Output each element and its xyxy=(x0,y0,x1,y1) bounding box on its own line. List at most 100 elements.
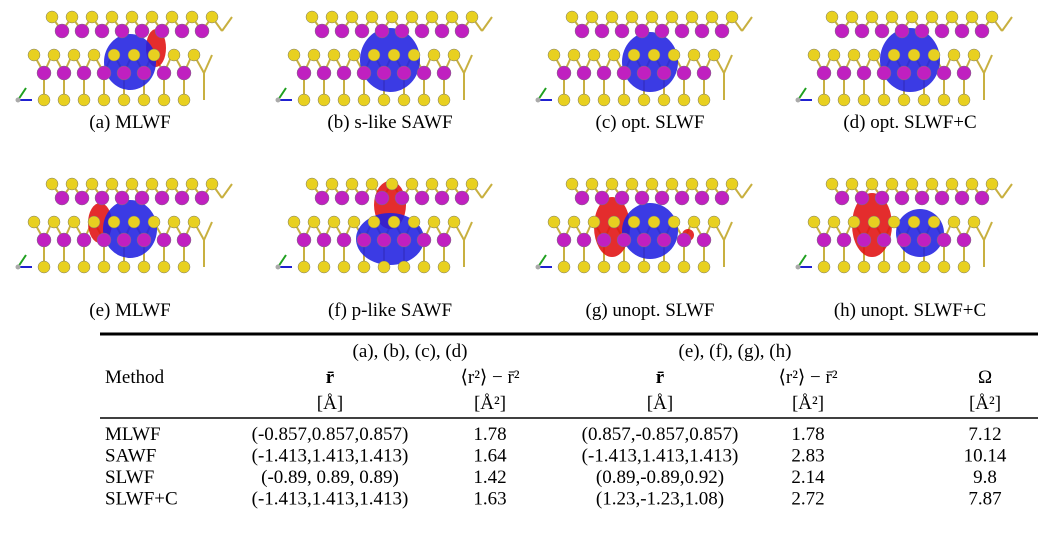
bond xyxy=(203,221,213,241)
atom xyxy=(434,23,450,39)
atom xyxy=(916,65,932,81)
atom xyxy=(45,177,59,191)
atom xyxy=(447,215,461,229)
atom xyxy=(654,23,670,39)
atom xyxy=(396,65,412,81)
atom xyxy=(647,48,661,62)
atom xyxy=(37,93,51,107)
atom xyxy=(305,177,319,191)
table-cell: 2.83 xyxy=(791,446,824,467)
atom xyxy=(427,215,441,229)
atom xyxy=(365,177,379,191)
atom xyxy=(376,232,392,248)
atom xyxy=(374,23,390,39)
atom xyxy=(847,215,861,229)
atom xyxy=(67,48,81,62)
atom xyxy=(167,48,181,62)
atom xyxy=(574,23,590,39)
panel-caption: (g) unopt. SLWF xyxy=(586,300,715,321)
atom xyxy=(454,190,470,206)
atom xyxy=(905,177,919,191)
atom xyxy=(437,260,451,274)
atom xyxy=(547,215,561,229)
atom xyxy=(325,177,339,191)
atom xyxy=(887,215,901,229)
atom xyxy=(877,260,891,274)
table-cell: (1.23,-1.23,1.08) xyxy=(596,489,724,510)
atom xyxy=(27,48,41,62)
atom xyxy=(334,190,350,206)
atom xyxy=(76,232,92,248)
group-header: (a), (b), (c), (d) xyxy=(353,341,468,362)
atom xyxy=(385,10,399,24)
atom xyxy=(867,215,881,229)
column-unit: [Å²] xyxy=(792,393,824,414)
atom xyxy=(917,260,931,274)
atom xyxy=(967,215,981,229)
atom xyxy=(316,232,332,248)
table-cell: SLWF+C xyxy=(105,489,178,510)
atom xyxy=(694,190,710,206)
atom xyxy=(905,10,919,24)
atom xyxy=(557,260,571,274)
atom xyxy=(334,23,350,39)
atom xyxy=(705,10,719,24)
column-header: ⟨r²⟩ − r̄² xyxy=(778,367,837,388)
atom xyxy=(107,215,121,229)
atom xyxy=(807,48,821,62)
structure-image xyxy=(535,10,753,107)
atom xyxy=(465,10,479,24)
atom xyxy=(837,93,851,107)
atom xyxy=(627,48,641,62)
atom xyxy=(637,93,651,107)
atom xyxy=(157,93,171,107)
orbital-lobe xyxy=(622,32,678,92)
atom xyxy=(607,215,621,229)
atom xyxy=(857,260,871,274)
atom xyxy=(607,48,621,62)
atom xyxy=(296,65,312,81)
atom xyxy=(65,177,79,191)
atom xyxy=(425,10,439,24)
atom xyxy=(945,177,959,191)
atom xyxy=(965,10,979,24)
atom xyxy=(634,23,650,39)
atom xyxy=(596,232,612,248)
table-cell: 10.14 xyxy=(964,446,1007,467)
atom xyxy=(337,93,351,107)
bond xyxy=(1001,183,1013,199)
atom xyxy=(676,65,692,81)
atom xyxy=(925,177,939,191)
atom xyxy=(67,215,81,229)
atom xyxy=(914,190,930,206)
atom xyxy=(585,177,599,191)
atom xyxy=(287,48,301,62)
atom xyxy=(816,65,832,81)
atom xyxy=(174,190,190,206)
atom xyxy=(974,190,990,206)
structure-image xyxy=(275,177,493,274)
atom xyxy=(137,260,151,274)
atom xyxy=(147,48,161,62)
column-header: r̄ xyxy=(326,367,335,388)
atom xyxy=(307,48,321,62)
table-cell: 7.12 xyxy=(968,424,1001,445)
bond xyxy=(463,221,473,241)
atom xyxy=(825,177,839,191)
atom xyxy=(596,65,612,81)
atom xyxy=(114,23,130,39)
atom xyxy=(194,190,210,206)
column-unit: [Å] xyxy=(317,393,343,414)
atom xyxy=(577,260,591,274)
bond xyxy=(221,183,233,199)
atom xyxy=(317,93,331,107)
atom xyxy=(865,177,879,191)
table-cell: (0.857,-0.857,0.857) xyxy=(582,424,739,445)
atom xyxy=(687,215,701,229)
axis-origin xyxy=(15,97,21,103)
atom xyxy=(645,177,659,191)
atom xyxy=(965,177,979,191)
group-header: (e), (f), (g), (h) xyxy=(679,341,792,362)
atom xyxy=(927,48,941,62)
atom xyxy=(156,232,172,248)
